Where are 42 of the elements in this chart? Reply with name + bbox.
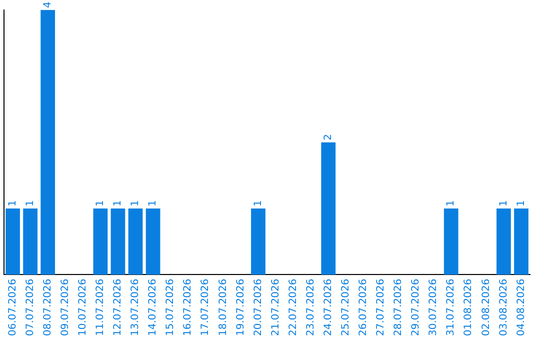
x-tick-label: 08.07.2026 xyxy=(42,278,54,336)
x-tick-label: 24.07.2026 xyxy=(322,278,334,336)
x-tick-label: 26.07.2026 xyxy=(358,278,370,336)
x-tick-label: 27.07.2026 xyxy=(376,278,387,336)
data-label: 1 xyxy=(24,200,36,207)
data-label: 1 xyxy=(112,200,124,207)
data-label: 1 xyxy=(516,200,527,207)
x-tick-label: 03.08.2026 xyxy=(498,278,510,336)
x-tick-label: 20.07.2026 xyxy=(252,278,264,336)
data-label: 1 xyxy=(252,200,264,207)
x-tick-label: 16.07.2026 xyxy=(182,278,194,336)
x-tick-label: 10.07.2026 xyxy=(77,278,88,336)
x-tick-label: 13.07.2026 xyxy=(130,278,142,336)
x-tick-label: 21.07.2026 xyxy=(270,278,282,336)
x-tick-label: 06.07.2026 xyxy=(7,278,18,336)
x-tick-label: 15.07.2026 xyxy=(165,278,176,336)
data-label: 1 xyxy=(130,200,142,207)
data-label: 1 xyxy=(498,200,510,207)
x-tick-label: 02.08.2026 xyxy=(480,278,492,336)
x-tick-label: 19.07.2026 xyxy=(235,278,246,336)
x-tick-label: 11.07.2026 xyxy=(95,278,106,336)
x-tick-label: 09.07.2026 xyxy=(60,278,71,336)
x-tick-label: 23.07.2026 xyxy=(305,278,316,336)
x-tick-label: 18.07.2026 xyxy=(218,278,229,336)
data-label: 1 xyxy=(7,200,18,207)
x-tick-label: 25.07.2026 xyxy=(340,278,352,336)
data-label: 1 xyxy=(95,200,106,207)
x-tick-label: 28.07.2026 xyxy=(393,278,404,336)
data-label: 1 xyxy=(446,200,457,207)
x-tick-label: 30.07.2026 xyxy=(428,278,440,336)
x-tick-label: 07.07.2026 xyxy=(24,278,36,336)
x-tick-label: 14.07.2026 xyxy=(148,278,159,336)
x-tick-label: 01.08.2026 xyxy=(463,278,474,336)
x-tick-label: 17.07.2026 xyxy=(200,278,212,336)
x-tick-label: 22.07.2026 xyxy=(288,278,299,336)
x-tick-label: 31.07.2026 xyxy=(446,278,457,336)
data-label: 4 xyxy=(42,2,54,8)
x-tick-label: 29.07.2026 xyxy=(410,278,422,336)
x-tick-label: 12.07.2026 xyxy=(112,278,124,336)
data-label: 1 xyxy=(148,200,159,207)
data-label: 2 xyxy=(322,134,334,140)
x-tick-label: 04.08.2026 xyxy=(516,278,527,336)
